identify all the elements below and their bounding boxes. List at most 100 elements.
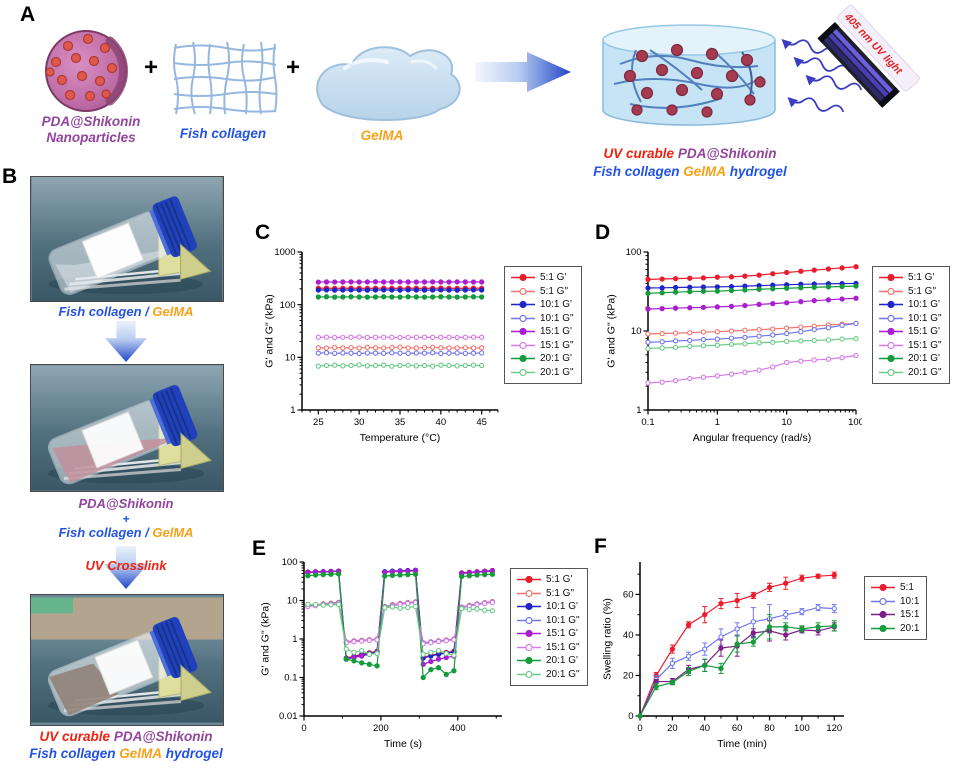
svg-text:0.1: 0.1	[284, 673, 297, 684]
legend-item: 15:1 G'	[878, 325, 942, 339]
legend-item-label: 5:1	[900, 582, 914, 594]
uv-crosslink-label: UV Crosslink	[85, 558, 167, 573]
svg-text:40: 40	[623, 630, 634, 641]
legend-marker	[517, 603, 541, 611]
svg-text:G' and G" (kPa): G' and G" (kPa)	[264, 294, 276, 367]
legend-item-label: 20:1 G"	[546, 668, 580, 680]
chart-temperature-sweep: 25 30 35 40 45 1 10 100 1000 Temperature (°C) G' a…	[262, 244, 504, 446]
panel-b-step1-caption: Fish collagen / GelMA	[58, 304, 194, 319]
legend-item: 15:1	[870, 608, 919, 622]
nanoparticle-illustration	[45, 30, 128, 112]
legend-item: 10:1 G"	[878, 312, 942, 326]
legend-item-label: 10:1	[900, 595, 920, 607]
panel-b-step2-caption: Fish collagen / GelMA	[58, 525, 194, 540]
legend-marker	[517, 657, 541, 665]
svg-text:100: 100	[280, 300, 296, 311]
legend-item: 10:1 G'	[516, 600, 580, 614]
svg-text:0.01: 0.01	[279, 711, 298, 722]
svg-text:40: 40	[699, 723, 710, 734]
panel-b-step2-pda: PDA@Shikonin	[78, 496, 174, 511]
svg-text:30: 30	[354, 417, 365, 428]
fish-collagen-caption: Fish collagen	[179, 126, 267, 141]
svg-text:1: 1	[292, 634, 297, 645]
plus-sign-1: +	[144, 54, 159, 81]
legend-item-label: 15:1	[900, 609, 920, 621]
legend-item-label: 15:1 G"	[908, 339, 942, 351]
legend-item-label: 20:1 G"	[908, 366, 942, 378]
legend-item-label: 15:1 G"	[540, 339, 574, 351]
chart-swelling-ratio: 0 20 40 60 80 100 120 0 20 40 60 Time (min) Swelling…	[600, 554, 852, 752]
legend-marker	[517, 643, 541, 651]
svg-text:100: 100	[794, 723, 810, 734]
svg-text:20: 20	[667, 723, 678, 734]
svg-text:200: 200	[373, 723, 389, 734]
panel-a-caption-line1: UV curable PDA@Shikonin	[603, 146, 777, 161]
legend-time-sweep: 5:1 G' 5:1 G" 10:1 G' 10:1 G" 15:1 G' 15:1 G"…	[510, 568, 588, 686]
legend-item: 5:1 G'	[516, 573, 580, 587]
gelma-caption: GelMA	[360, 128, 404, 143]
legend-marker	[511, 341, 535, 349]
legend-marker	[511, 301, 535, 309]
legend-marker	[517, 616, 541, 624]
legend-item: 15:1 G"	[510, 339, 574, 353]
legend-item-label: 5:1 G"	[908, 285, 937, 297]
chart-svg-c: 25 30 35 40 45 1 10 100 1000 Temperature (°C) G' a…	[264, 247, 499, 444]
svg-text:10: 10	[285, 353, 296, 364]
svg-text:35: 35	[395, 417, 406, 428]
legend-item-label: 5:1 G'	[546, 574, 573, 586]
legend-marker	[879, 355, 903, 363]
legend-item-label: 15:1 G'	[546, 628, 578, 640]
legend-item: 5:1	[870, 581, 919, 595]
svg-text:1: 1	[290, 405, 295, 416]
legend-marker	[517, 576, 541, 584]
legend-marker	[879, 328, 903, 336]
legend-item-label: 20:1 G'	[540, 353, 572, 365]
svg-text:60: 60	[732, 723, 743, 734]
legend-item-label: 10:1 G'	[540, 299, 572, 311]
legend-item: 10:1 G"	[516, 614, 580, 628]
svg-text:10: 10	[631, 326, 642, 337]
legend-item-label: 10:1 G"	[908, 312, 942, 324]
gelma-illustration	[316, 46, 461, 121]
uv-lamp-illustration: 405 nm UV light	[781, 4, 920, 113]
legend-item-label: 15:1 G'	[908, 326, 940, 338]
legend-marker	[871, 584, 895, 592]
vial-photo-mixed	[30, 364, 224, 492]
legend-marker	[517, 589, 541, 597]
svg-text:10: 10	[781, 417, 792, 428]
svg-text:60: 60	[623, 590, 634, 601]
legend-marker	[879, 301, 903, 309]
legend-item-label: 5:1 G'	[908, 272, 935, 284]
svg-text:G' and G" (kPa): G' and G" (kPa)	[260, 602, 272, 675]
svg-text:45: 45	[476, 417, 487, 428]
legend-marker	[871, 611, 895, 619]
legend-marker	[511, 328, 535, 336]
vial-photo-precursor	[30, 176, 224, 302]
svg-text:400: 400	[450, 723, 466, 734]
legend-item: 20:1 G"	[878, 366, 942, 380]
legend-item: 20:1 G'	[510, 352, 574, 366]
svg-text:10: 10	[287, 596, 298, 607]
panel-b-final-line1: UV curable PDA@Shikonin	[39, 729, 213, 744]
svg-text:Temperature (°C): Temperature (°C)	[360, 432, 441, 444]
legend-marker	[511, 314, 535, 322]
svg-text:Time (s): Time (s)	[384, 738, 422, 750]
legend-item-label: 5:1 G'	[540, 272, 567, 284]
svg-text:40: 40	[436, 417, 447, 428]
legend-item: 5:1 G"	[510, 285, 574, 299]
legend-item-label: 10:1 G"	[546, 614, 580, 626]
legend-marker	[871, 597, 895, 605]
legend-item-label: 15:1 G'	[540, 326, 572, 338]
down-arrow-1	[105, 321, 147, 363]
svg-text:0: 0	[637, 723, 642, 734]
chart-time-sweep: 0 200 400 0.01 0.1 1 10 100 Time (s) G' and G" (k…	[258, 554, 508, 752]
process-arrow	[475, 52, 571, 92]
legend-item: 15:1 G"	[878, 339, 942, 353]
legend-marker	[511, 368, 535, 376]
legend-item-label: 15:1 G"	[546, 641, 580, 653]
legend-item: 5:1 G'	[510, 271, 574, 285]
legend-marker	[879, 341, 903, 349]
svg-text:Swelling ratio (%): Swelling ratio (%)	[602, 598, 614, 680]
